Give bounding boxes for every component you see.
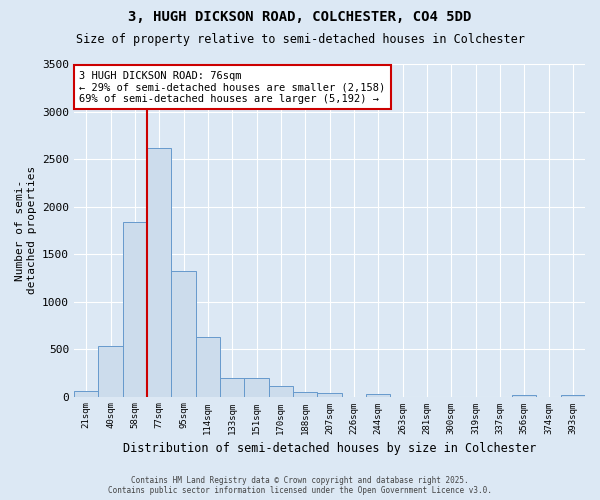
Bar	[172, 271, 196, 396]
Bar	[220, 378, 244, 396]
Text: 3 HUGH DICKSON ROAD: 76sqm
← 29% of semi-detached houses are smaller (2,158)
69%: 3 HUGH DICKSON ROAD: 76sqm ← 29% of semi…	[79, 70, 385, 104]
Text: Contains HM Land Registry data © Crown copyright and database right 2025.
Contai: Contains HM Land Registry data © Crown c…	[108, 476, 492, 495]
X-axis label: Distribution of semi-detached houses by size in Colchester: Distribution of semi-detached houses by …	[123, 442, 536, 455]
Bar	[293, 392, 317, 396]
Text: Size of property relative to semi-detached houses in Colchester: Size of property relative to semi-detach…	[76, 32, 524, 46]
Text: 3, HUGH DICKSON ROAD, COLCHESTER, CO4 5DD: 3, HUGH DICKSON ROAD, COLCHESTER, CO4 5D…	[128, 10, 472, 24]
Bar	[269, 386, 293, 396]
Bar	[317, 393, 341, 396]
Y-axis label: Number of semi-
detached properties: Number of semi- detached properties	[15, 166, 37, 294]
Bar	[366, 394, 391, 396]
Bar	[122, 222, 147, 396]
Bar	[512, 394, 536, 396]
Bar	[98, 346, 122, 397]
Bar	[560, 394, 585, 396]
Bar	[74, 391, 98, 396]
Bar	[196, 336, 220, 396]
Bar	[147, 148, 172, 396]
Bar	[244, 378, 269, 396]
